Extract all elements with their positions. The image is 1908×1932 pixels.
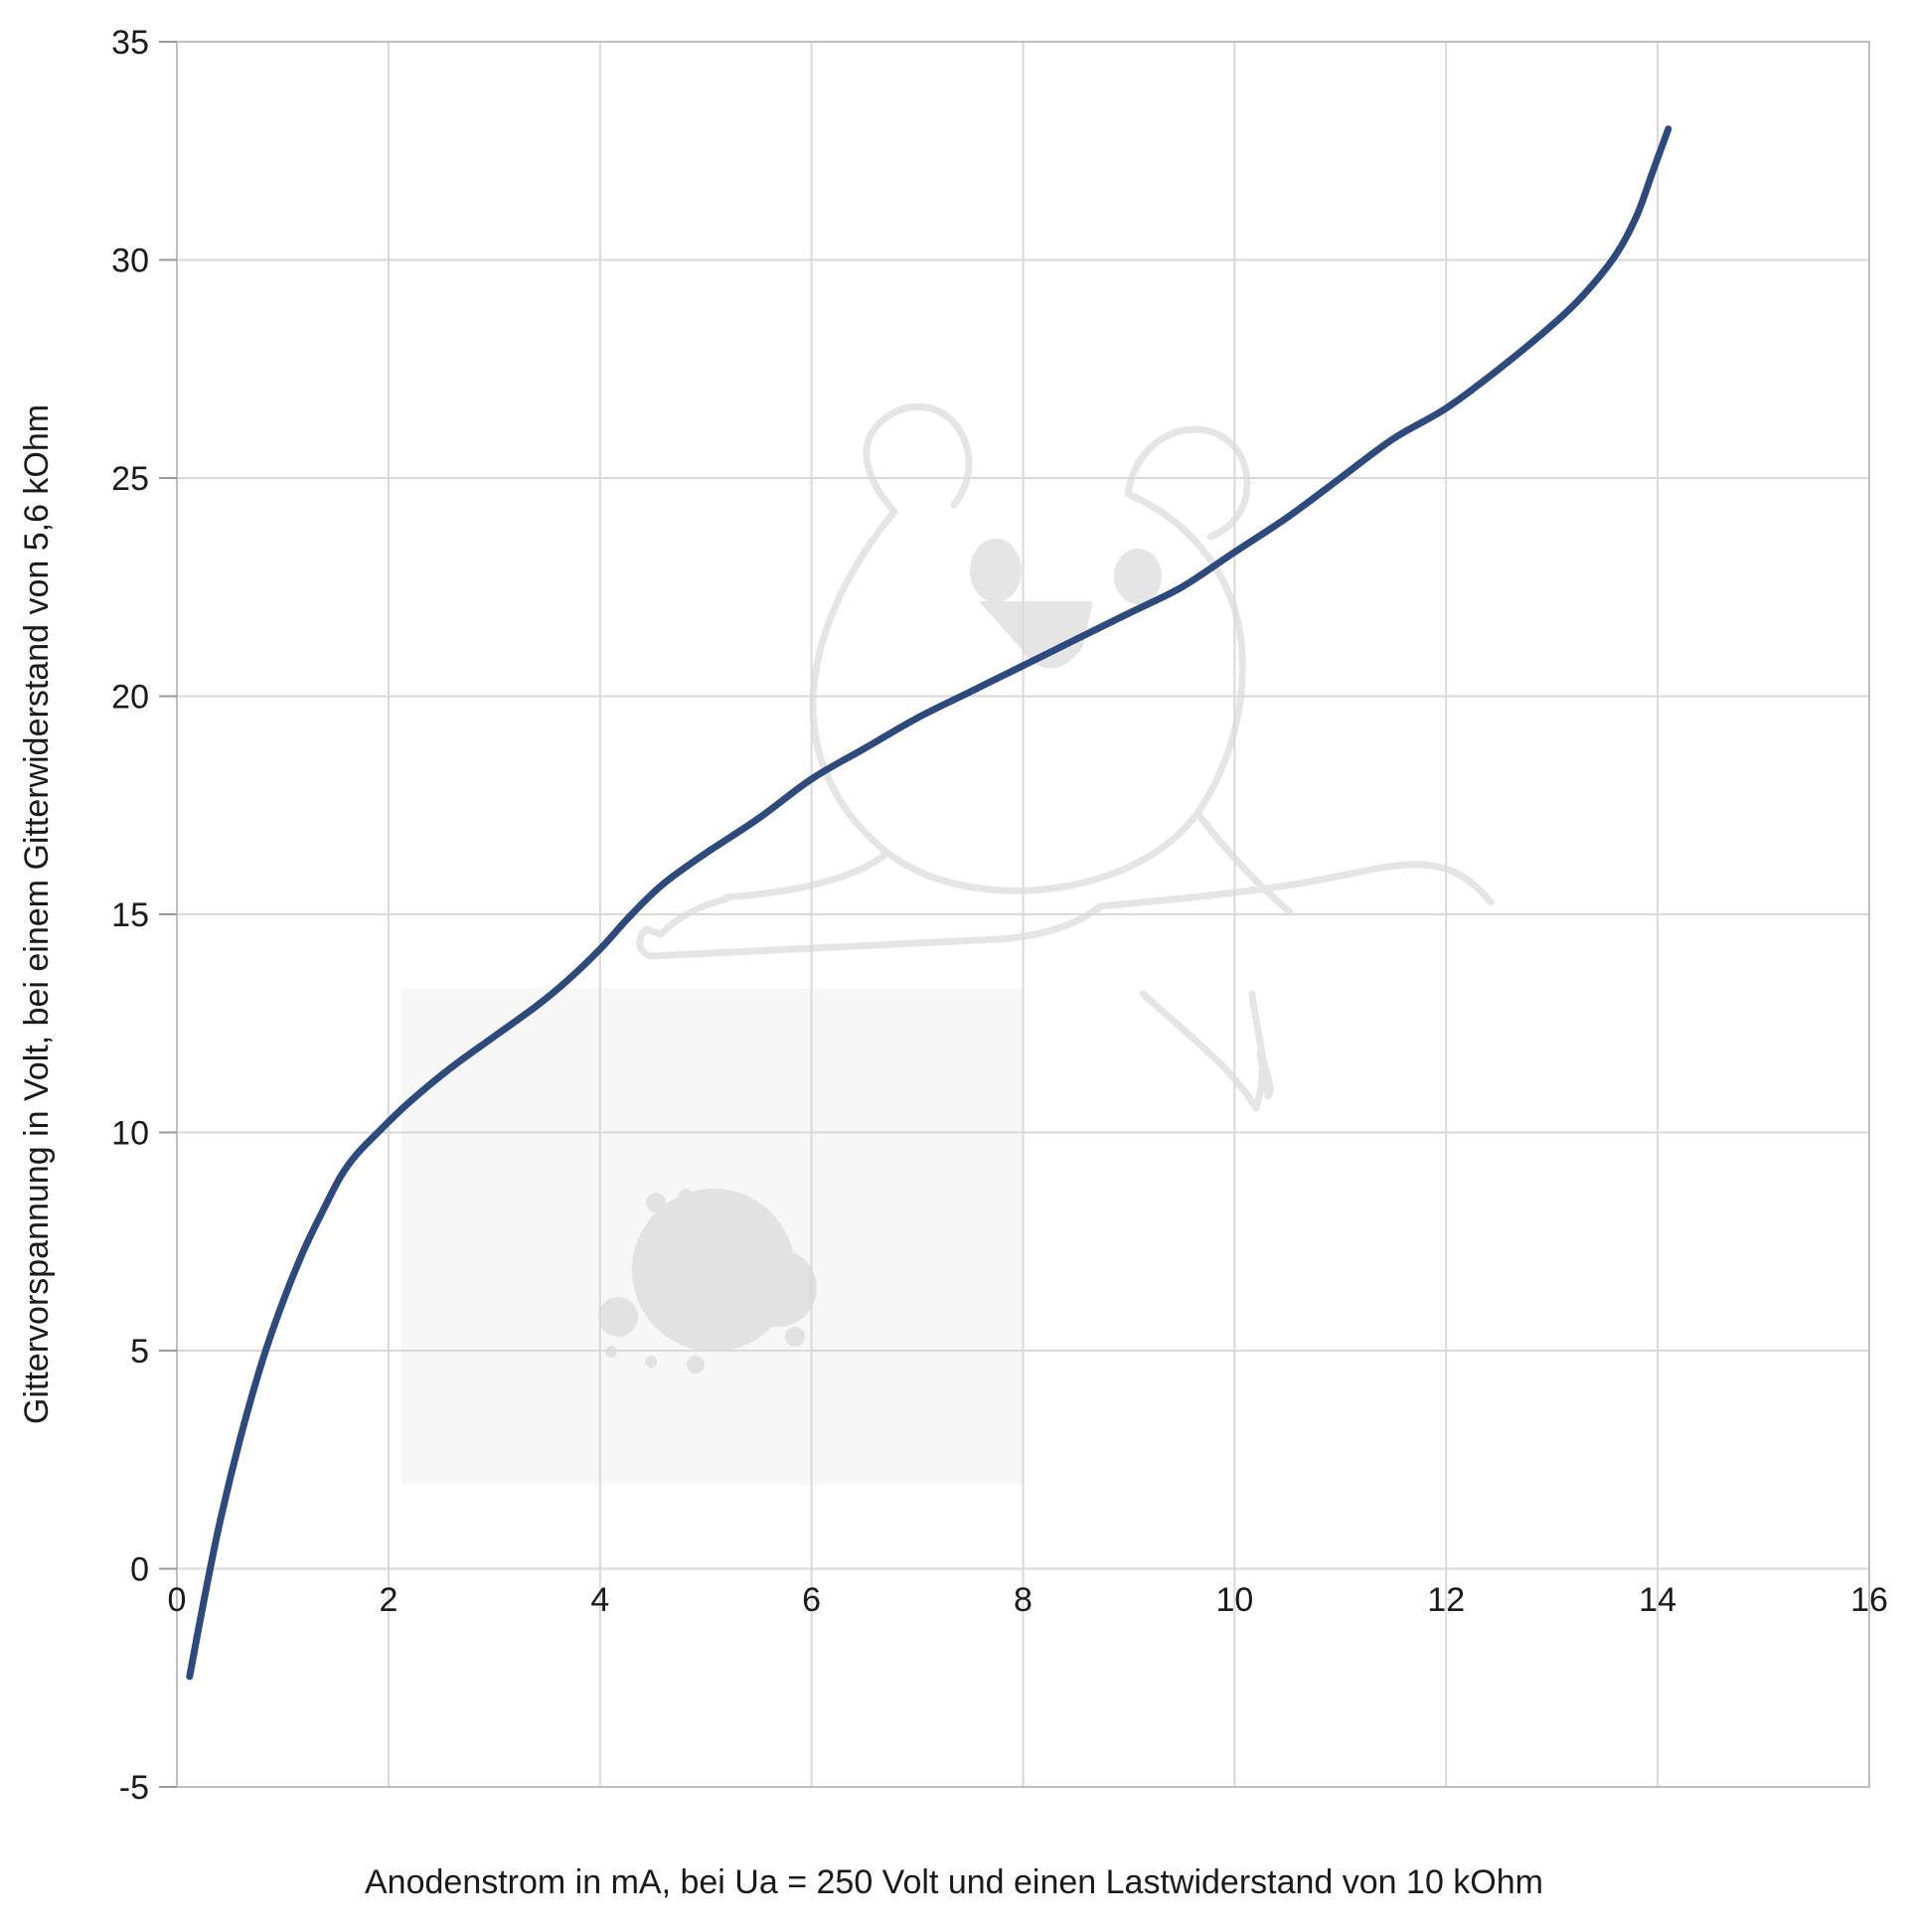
svg-text:15: 15: [111, 896, 149, 934]
svg-text:20: 20: [111, 679, 149, 717]
svg-text:35: 35: [111, 24, 149, 62]
svg-text:4: 4: [590, 1581, 609, 1619]
svg-text:0: 0: [168, 1581, 187, 1619]
svg-text:25: 25: [111, 460, 149, 498]
svg-text:2: 2: [379, 1581, 398, 1619]
svg-text:8: 8: [1014, 1581, 1033, 1619]
svg-text:Gittervorspannung in Volt, bei: Gittervorspannung in Volt, bei einem Git…: [18, 404, 56, 1424]
svg-text:Anodenstrom in mA, bei Ua = 25: Anodenstrom in mA, bei Ua = 250 Volt und…: [365, 1863, 1543, 1901]
svg-text:14: 14: [1639, 1581, 1676, 1619]
svg-text:0: 0: [130, 1551, 149, 1589]
svg-text:5: 5: [130, 1333, 149, 1370]
svg-text:12: 12: [1427, 1581, 1465, 1619]
svg-text:10: 10: [1215, 1581, 1253, 1619]
svg-text:10: 10: [111, 1115, 149, 1153]
svg-text:16: 16: [1850, 1581, 1888, 1619]
svg-text:6: 6: [802, 1581, 821, 1619]
svg-text:-5: -5: [119, 1769, 149, 1807]
svg-text:30: 30: [111, 242, 149, 280]
